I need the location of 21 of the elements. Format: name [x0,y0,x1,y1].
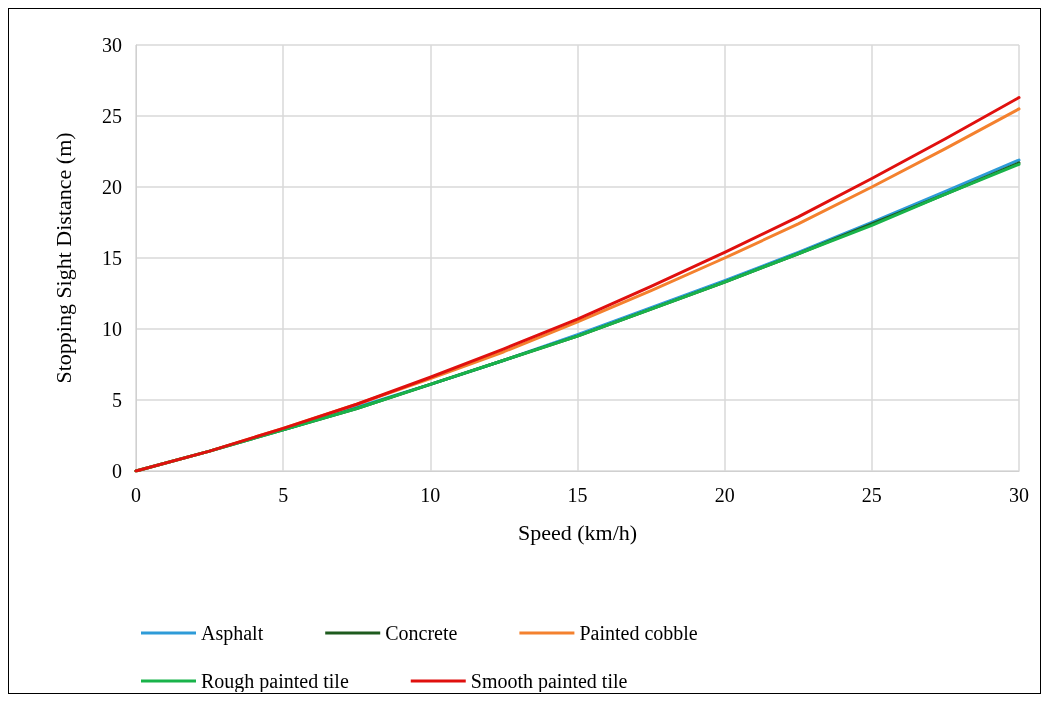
y-tick-label: 20 [102,176,122,198]
x-tick-label: 10 [420,484,441,506]
y-tick-label: 0 [112,460,122,482]
y-tick-label: 25 [102,105,122,127]
y-tick-label: 15 [102,247,122,269]
x-axis-title: Speed (km/h) [517,519,638,545]
legend-label: Painted cobble [579,622,698,644]
x-tick-label: 25 [861,484,882,506]
legend-label: Asphalt [201,622,264,645]
x-tick-label: 0 [131,484,141,506]
x-tick-label: 15 [567,484,588,506]
legend-label: Smooth painted tile [470,670,628,693]
x-tick-label: 30 [1009,484,1029,506]
y-tick-label: 10 [102,318,122,340]
x-tick-label: 20 [714,484,735,506]
legend-label: Concrete [385,622,458,644]
y-tick-label: 30 [102,34,122,56]
legend-label: Rough painted tile [201,670,349,693]
y-tick-label: 5 [112,389,122,411]
y-axis-title: Stopping Sight Distance (m) [50,132,76,384]
x-tick-label: 5 [278,484,289,506]
